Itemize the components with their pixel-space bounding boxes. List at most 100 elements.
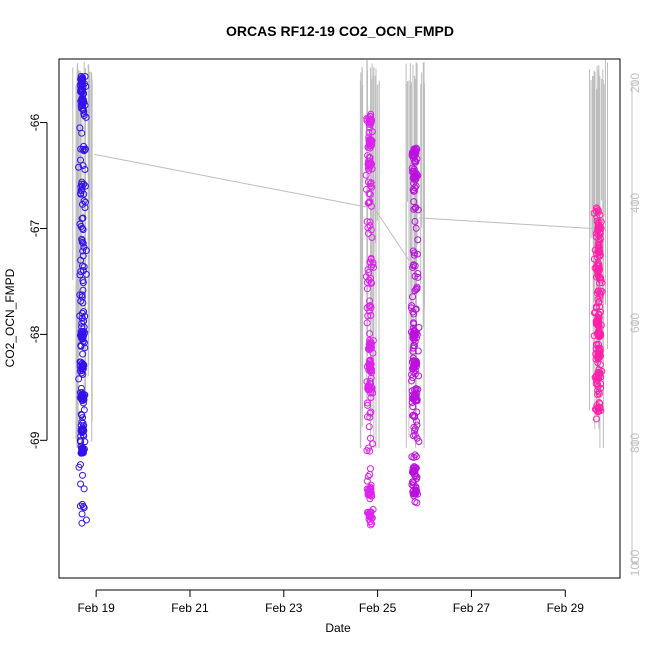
data-point <box>408 453 416 461</box>
data-point <box>78 500 86 508</box>
data-point <box>410 198 418 206</box>
x-tick-label: Feb 25 <box>359 601 397 615</box>
data-point <box>78 178 86 186</box>
data-point <box>590 309 598 317</box>
data-point <box>412 361 420 369</box>
y-axis: -66 -67 -68 -69 <box>28 114 48 449</box>
data-point <box>79 252 87 260</box>
data-point <box>363 285 371 293</box>
data-point <box>365 159 373 167</box>
data-point <box>592 373 600 381</box>
data-point <box>79 361 87 369</box>
right-tick-label: 1000 <box>628 549 642 576</box>
data-point <box>75 375 83 383</box>
data-point <box>78 309 86 317</box>
data-point <box>367 255 375 263</box>
data-point <box>77 442 85 450</box>
data-point <box>594 387 602 395</box>
data-point <box>366 470 374 478</box>
data-point <box>81 166 89 174</box>
data-point <box>78 366 86 374</box>
data-point <box>79 162 87 170</box>
data-point <box>366 302 374 310</box>
data-point <box>366 218 374 226</box>
track-connector <box>418 217 593 229</box>
data-point <box>82 113 90 121</box>
data-point <box>367 521 375 529</box>
data-point <box>75 163 83 171</box>
data-point <box>407 304 415 312</box>
data-point <box>409 464 417 472</box>
data-point <box>79 267 87 275</box>
data-point <box>80 197 88 205</box>
x-tick-label: Feb 29 <box>547 601 585 615</box>
chart-title: ORCAS RF12-19 CO2_OCN_FMPD <box>226 23 454 39</box>
data-point <box>79 83 87 91</box>
data-point <box>412 172 420 180</box>
data-point <box>78 427 86 435</box>
data-point <box>365 136 373 144</box>
data-point <box>80 308 88 316</box>
data-point <box>365 128 373 136</box>
data-point <box>78 224 86 232</box>
data-point <box>364 444 372 452</box>
data-point <box>408 302 416 310</box>
right-tick-label: 400 <box>628 193 642 213</box>
data-point <box>368 128 376 136</box>
right-tick-label: 800 <box>628 433 642 453</box>
data-point <box>79 444 87 452</box>
data-point <box>77 156 85 164</box>
data-point <box>77 341 85 349</box>
data-point <box>364 472 372 480</box>
data-point <box>80 147 88 155</box>
data-point <box>363 508 371 516</box>
data-point <box>593 213 601 221</box>
data-point <box>80 504 88 512</box>
data-point <box>367 344 375 352</box>
data-point <box>408 468 416 476</box>
data-point <box>75 463 83 471</box>
data-point <box>79 98 87 106</box>
data-point <box>595 221 603 229</box>
data-point <box>367 508 375 516</box>
y-tick-label: -69 <box>28 431 42 449</box>
data-point <box>367 142 375 150</box>
plot-area <box>58 58 621 579</box>
data-point <box>364 489 372 497</box>
data-point <box>76 291 84 299</box>
data-point <box>80 396 88 404</box>
data-point <box>363 477 371 485</box>
data-point <box>366 413 374 421</box>
data-point <box>410 205 418 213</box>
data-point <box>409 308 417 316</box>
data-point <box>367 226 375 234</box>
data-point <box>78 235 86 243</box>
data-point <box>411 176 419 184</box>
data-point <box>409 432 417 440</box>
data-point <box>411 204 419 212</box>
data-point <box>80 112 88 120</box>
data-point <box>408 395 416 403</box>
data-point <box>82 516 90 524</box>
data-point <box>595 310 603 318</box>
data-points <box>75 72 606 529</box>
right-tick-label: 600 <box>628 313 642 333</box>
data-point <box>594 268 602 276</box>
data-point <box>410 261 418 269</box>
data-point <box>367 112 375 120</box>
x-tick-label: Feb 19 <box>77 601 115 615</box>
track-lines <box>72 59 608 448</box>
data-point <box>411 393 419 401</box>
data-point <box>367 365 375 373</box>
x-tick-label: Feb 21 <box>171 601 209 615</box>
right-tick-label: 200 <box>628 73 642 93</box>
data-point <box>595 390 603 398</box>
data-point <box>366 330 374 338</box>
data-point <box>82 82 90 90</box>
data-point <box>410 173 418 181</box>
data-point <box>368 234 376 242</box>
data-point <box>79 299 87 307</box>
x-tick-label: Feb 23 <box>265 601 303 615</box>
data-point <box>79 145 87 153</box>
